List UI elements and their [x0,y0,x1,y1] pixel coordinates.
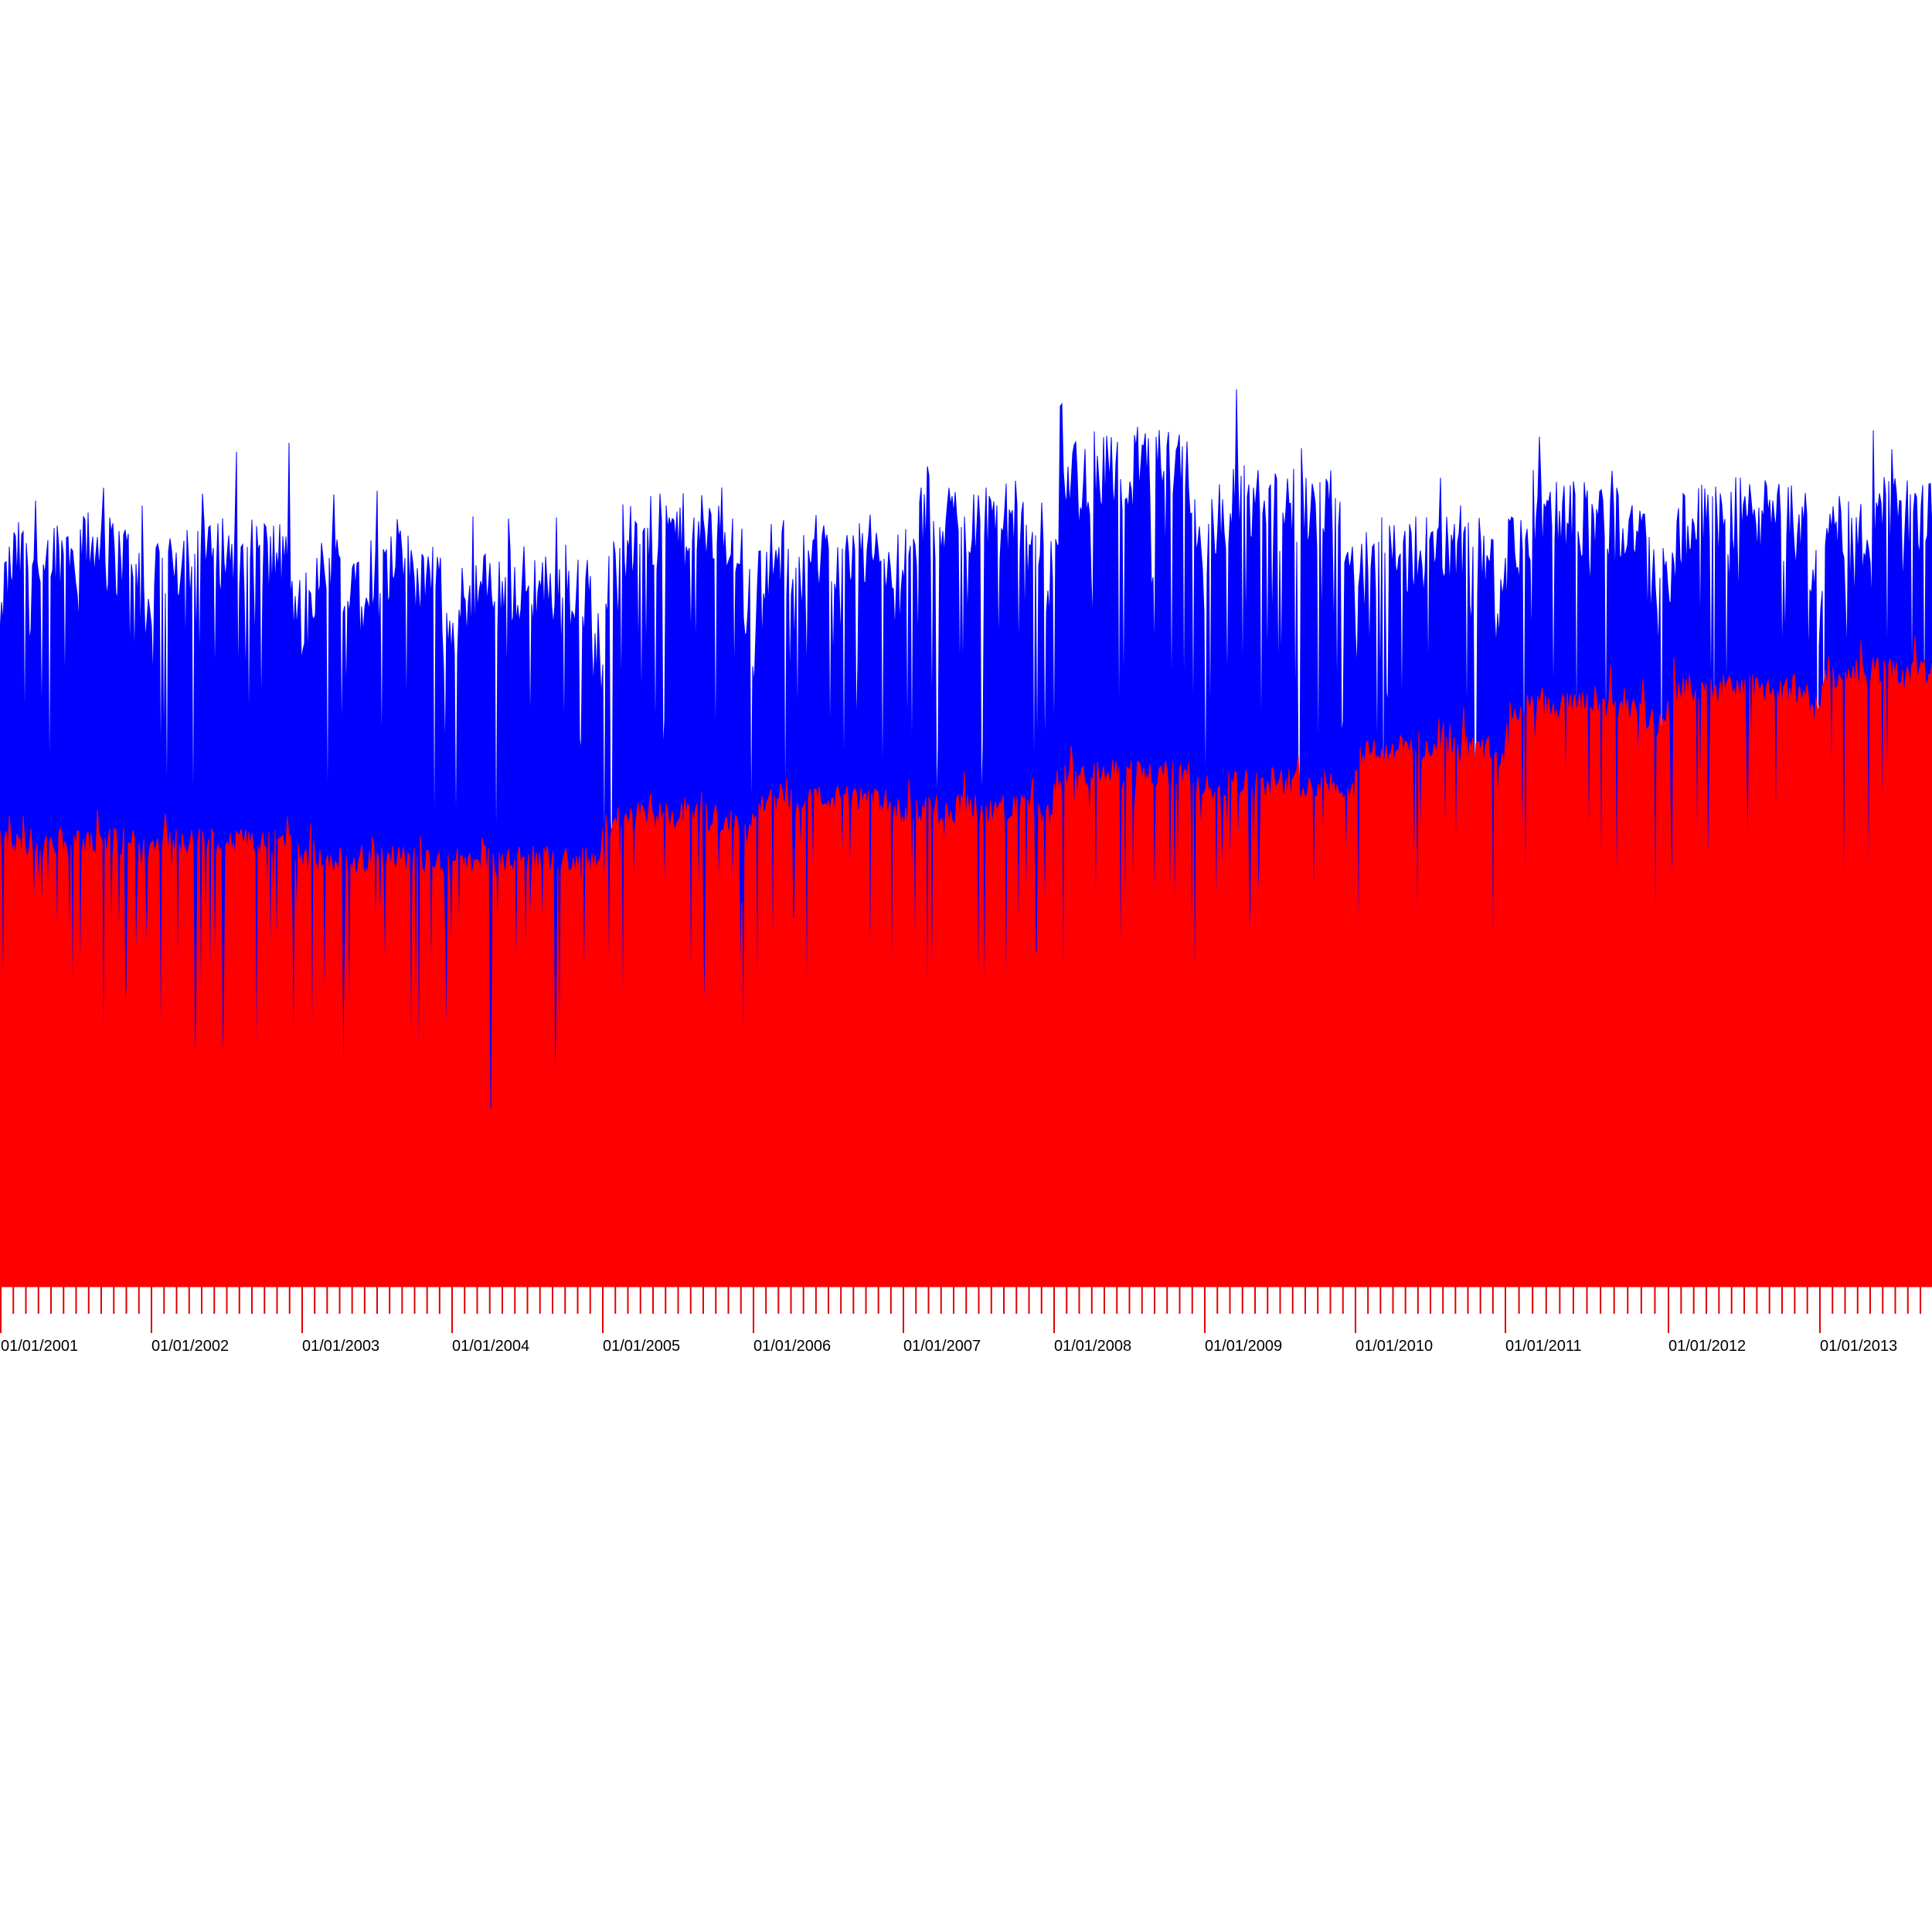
x-tick-label: 01/01/2001 [1,1338,78,1355]
x-tick-label: 01/01/2011 [1505,1338,1582,1355]
x-axis: 01/01/2001 01/01/2002 01/01/2003 01/01/2004… [0,1287,1921,1355]
x-tick-label: 01/01/2004 [452,1338,529,1355]
x-tick-label: 01/01/2013 [1820,1338,1897,1355]
x-tick-label: 01/01/2005 [603,1338,680,1355]
series-red [0,636,1932,1287]
x-tick-label: 01/01/2010 [1355,1338,1433,1355]
x-tick-label: 01/01/2012 [1668,1338,1746,1355]
x-tick-label: 01/01/2009 [1205,1338,1282,1355]
x-tick-label: 01/01/2002 [151,1338,229,1355]
x-tick-label: 01/01/2007 [903,1338,981,1355]
red-area [0,636,1932,1287]
x-tick-label: 01/01/2003 [302,1338,379,1355]
x-tick-label: 01/01/2006 [753,1338,831,1355]
x-tick-label: 01/01/2008 [1054,1338,1131,1355]
